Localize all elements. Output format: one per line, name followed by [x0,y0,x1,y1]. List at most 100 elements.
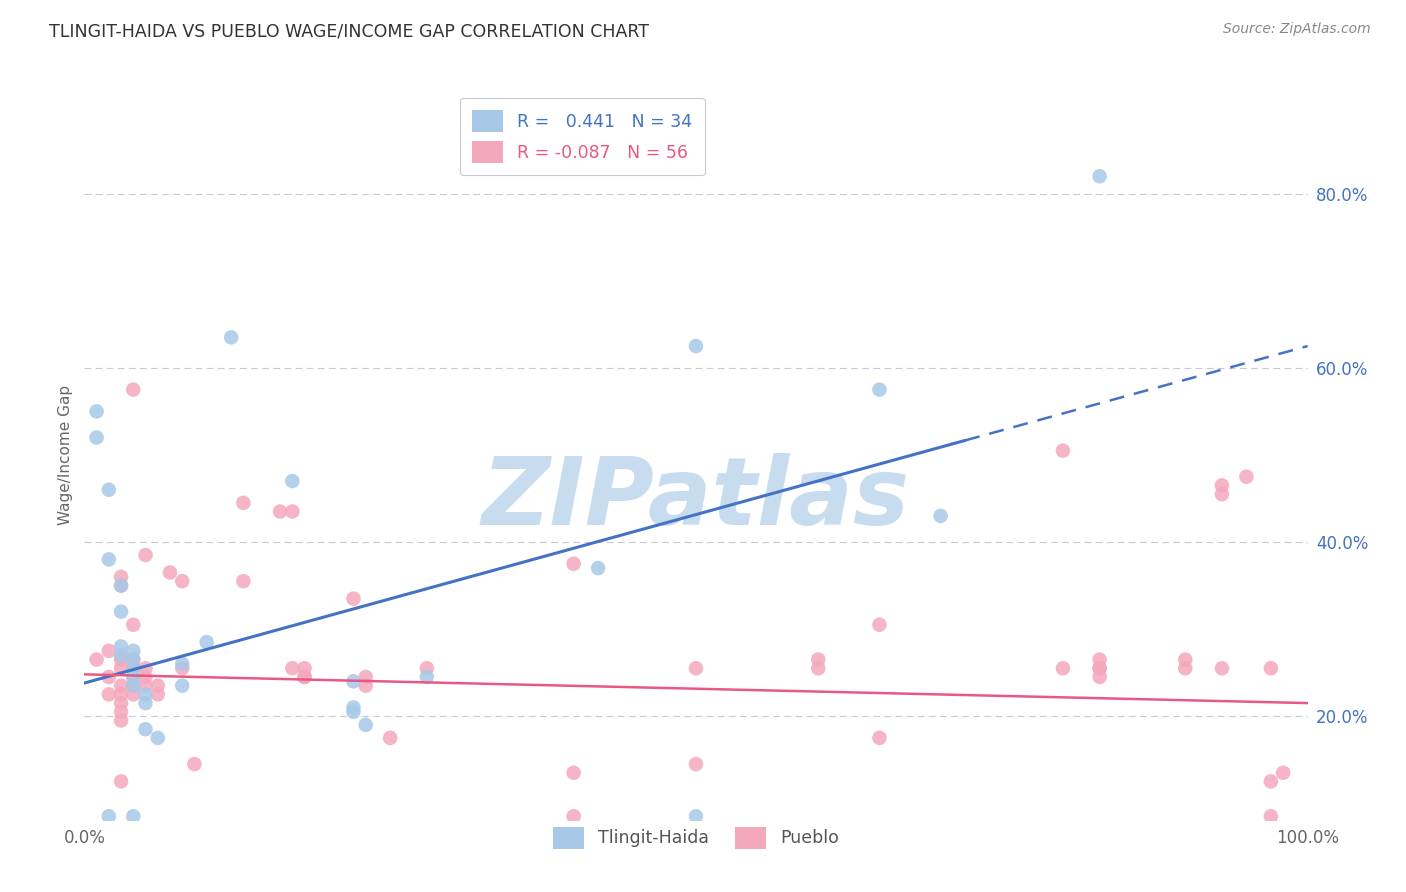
Point [146,679,169,693]
Point [1052,661,1074,675]
Point [110,696,132,710]
Point [1174,661,1197,675]
Point [1088,661,1111,675]
Point [122,687,145,701]
Point [269,504,291,518]
Point [807,652,830,666]
Point [135,696,157,710]
Point [122,661,145,675]
Point [122,661,145,675]
Point [135,679,157,693]
Point [172,661,194,675]
Point [869,731,891,745]
Point [110,605,132,619]
Point [1211,487,1233,501]
Point [1088,661,1111,675]
Point [294,670,316,684]
Point [562,557,585,571]
Point [342,700,364,714]
Point [562,809,585,823]
Point [416,670,439,684]
Point [122,652,145,666]
Point [354,718,377,732]
Point [195,635,218,649]
Point [122,383,145,397]
Point [122,679,145,693]
Point [135,723,157,737]
Text: Source: ZipAtlas.com: Source: ZipAtlas.com [1223,22,1371,37]
Point [232,496,254,510]
Point [219,330,242,344]
Point [342,591,364,606]
Point [294,670,316,684]
Point [354,679,377,693]
Point [110,774,132,789]
Point [172,679,194,693]
Point [97,670,120,684]
Point [1236,469,1258,483]
Point [110,640,132,654]
Point [122,679,145,693]
Point [110,578,132,592]
Point [562,765,585,780]
Point [135,670,157,684]
Point [172,574,194,589]
Point [110,714,132,728]
Point [1088,169,1111,184]
Point [86,652,108,666]
Point [416,661,439,675]
Point [685,339,707,353]
Point [172,657,194,671]
Point [97,552,120,566]
Point [110,652,132,666]
Point [110,578,132,592]
Point [1088,652,1111,666]
Point [1211,478,1233,492]
Point [685,757,707,772]
Point [110,705,132,719]
Point [1211,661,1233,675]
Point [135,661,157,675]
Point [86,430,108,444]
Point [1260,774,1282,789]
Point [97,483,120,497]
Point [110,687,132,701]
Point [110,570,132,584]
Point [354,670,377,684]
Point [159,566,181,580]
Point [929,508,952,523]
Point [1260,661,1282,675]
Point [281,661,304,675]
Point [869,383,891,397]
Point [122,617,145,632]
Point [281,474,304,488]
Point [807,661,830,675]
Point [342,674,364,689]
Point [1052,443,1074,458]
Point [294,661,316,675]
Point [97,644,120,658]
Point [685,809,707,823]
Point [86,404,108,418]
Point [97,809,120,823]
Point [380,731,402,745]
Point [122,652,145,666]
Point [146,731,169,745]
Point [342,705,364,719]
Point [122,670,145,684]
Point [97,687,120,701]
Point [586,561,609,575]
Point [122,809,145,823]
Y-axis label: Wage/Income Gap: Wage/Income Gap [58,384,73,525]
Point [685,661,707,675]
Point [122,644,145,658]
Point [1260,809,1282,823]
Point [1088,670,1111,684]
Point [110,827,132,841]
Point [146,687,169,701]
Point [183,757,205,772]
Text: ZIPatlas: ZIPatlas [482,453,910,545]
Point [869,617,891,632]
Point [135,687,157,701]
Point [110,679,132,693]
